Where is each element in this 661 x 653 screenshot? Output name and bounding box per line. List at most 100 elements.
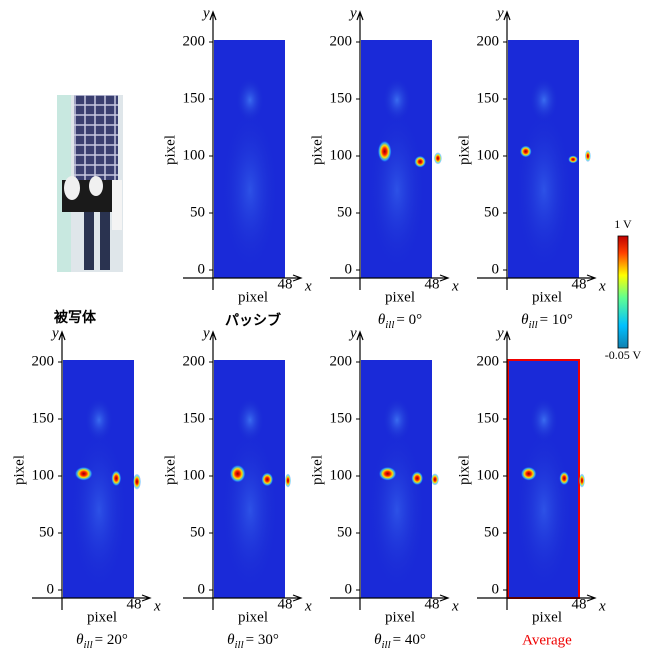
y-tick-label: 200 xyxy=(477,33,500,49)
y-axis-label: pixel xyxy=(162,455,178,485)
colorbar-max: 1 V xyxy=(614,217,632,231)
x-axis xyxy=(477,274,597,282)
x-axis-label: pixel xyxy=(238,289,268,305)
y-tick-label: 50 xyxy=(337,204,352,220)
y-axis-name: y xyxy=(201,5,210,21)
y-tick-label: 150 xyxy=(32,410,55,426)
x-end-tick: 48 xyxy=(278,276,293,292)
x-axis xyxy=(32,594,152,602)
y-axis-label: pixel xyxy=(11,455,27,485)
y-tick-label: 100 xyxy=(32,467,55,483)
y-tick-label: 200 xyxy=(183,33,206,49)
y-tick-label: 50 xyxy=(39,524,54,540)
y-tick-label: 150 xyxy=(183,90,206,106)
caption-symbol: θ xyxy=(378,312,386,328)
y-axis-name: y xyxy=(201,325,210,341)
caption-subscript: ill xyxy=(234,639,243,648)
caption-subscript: ill xyxy=(83,639,92,648)
subject-caption: 被写体 xyxy=(54,309,97,326)
caption-text: = 20° xyxy=(95,632,128,648)
x-axis-name: x xyxy=(451,278,459,294)
x-axis-name: x xyxy=(153,598,161,614)
x-axis-label: pixel xyxy=(238,609,268,625)
y-axis xyxy=(503,10,511,290)
panel-caption: Average xyxy=(522,632,572,648)
y-axis-name: y xyxy=(50,325,59,341)
y-tick-label: 50 xyxy=(190,204,205,220)
y-tick-label: 200 xyxy=(330,353,353,369)
colorbar: 1 V -0.05 V xyxy=(605,217,642,362)
heatmap-body xyxy=(516,110,572,270)
heatmap-hotspot xyxy=(261,472,274,487)
heatmap-body xyxy=(222,110,278,270)
heatmap-body xyxy=(369,430,425,590)
y-axis xyxy=(503,330,511,610)
colorbar-min: -0.05 V xyxy=(605,348,642,362)
y-axis-name: y xyxy=(495,5,504,21)
y-tick-label: 0 xyxy=(492,261,500,277)
y-axis xyxy=(209,10,217,290)
y-tick-label: 50 xyxy=(484,204,499,220)
x-axis-name: x xyxy=(598,278,606,294)
heatmap-hotspot xyxy=(132,473,141,490)
x-axis-label: pixel xyxy=(532,289,562,305)
heatmap-body xyxy=(383,398,411,442)
y-axis-label: pixel xyxy=(456,135,472,165)
heatmap-hotspot xyxy=(414,155,427,168)
x-end-tick: 48 xyxy=(572,276,587,292)
y-axis xyxy=(58,330,66,610)
panel-caption: パッシブ xyxy=(225,312,281,329)
x-end-tick: 48 xyxy=(127,596,142,612)
heatmap-hotspot xyxy=(411,471,424,486)
y-tick-label: 150 xyxy=(477,90,500,106)
caption-text: = 0° xyxy=(396,312,422,328)
x-axis-name: x xyxy=(304,598,312,614)
y-tick-label: 100 xyxy=(183,147,206,163)
x-axis xyxy=(477,594,597,602)
y-tick-label: 0 xyxy=(198,261,206,277)
heatmap-hotspot xyxy=(519,145,532,158)
x-axis-label: pixel xyxy=(385,609,415,625)
heatmap-body xyxy=(383,78,411,122)
caption-subscript: ill xyxy=(381,639,390,648)
panel: y x 48 0 50 100 150 200 pixel pixel Average xyxy=(456,325,606,648)
y-tick-label: 0 xyxy=(492,581,500,597)
panel-caption: θill = 30° xyxy=(227,632,279,648)
y-tick-label: 0 xyxy=(47,581,55,597)
heatmap-body xyxy=(516,430,572,590)
heatmap-hotspot xyxy=(430,473,439,486)
panel: y x 48 0 50 100 150 200 pixel pixel パッシブ xyxy=(162,5,312,329)
caption-text: = 30° xyxy=(246,632,279,648)
y-tick-label: 100 xyxy=(330,147,353,163)
y-axis xyxy=(209,330,217,610)
caption-text: = 10° xyxy=(540,312,573,328)
heatmap-body xyxy=(85,398,113,442)
y-axis xyxy=(356,10,364,290)
x-axis-label: pixel xyxy=(385,289,415,305)
x-axis-name: x xyxy=(304,278,312,294)
subject-photo xyxy=(57,95,123,272)
heatmap-body xyxy=(530,398,558,442)
y-tick-label: 200 xyxy=(183,353,206,369)
x-axis-name: x xyxy=(451,598,459,614)
heatmap-hotspot xyxy=(578,473,585,488)
x-axis xyxy=(183,594,303,602)
heatmap-body xyxy=(530,78,558,122)
x-end-tick: 48 xyxy=(425,276,440,292)
y-tick-label: 0 xyxy=(345,261,353,277)
y-tick-label: 50 xyxy=(190,524,205,540)
x-end-tick: 48 xyxy=(572,596,587,612)
y-tick-label: 150 xyxy=(330,90,353,106)
panel: y x 48 0 50 100 150 200 pixel pixel θill = 0° xyxy=(309,5,459,330)
y-tick-label: 200 xyxy=(32,353,55,369)
y-tick-label: 100 xyxy=(183,467,206,483)
y-tick-label: 50 xyxy=(484,524,499,540)
heatmap-body xyxy=(369,110,425,270)
y-tick-label: 150 xyxy=(477,410,500,426)
heatmap-hotspot xyxy=(377,140,392,163)
